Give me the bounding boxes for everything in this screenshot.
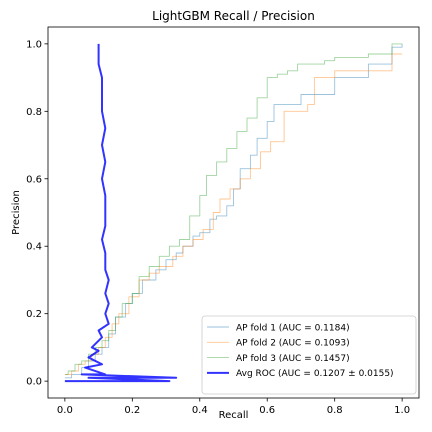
- x-tick-label: 0.0: [57, 405, 73, 416]
- x-axis-ticks: 0.0 0.2 0.4 0.6 0.8 1.0: [57, 398, 410, 416]
- legend-box: [201, 315, 417, 395]
- y-tick-label: 0.0: [26, 377, 42, 388]
- series-layer: [64, 43, 403, 383]
- y-tick-label: 0.4: [26, 242, 42, 253]
- legend-label: AP fold 1 (AUC = 0.1184): [236, 323, 350, 333]
- x-axis-title: Recall: [219, 410, 249, 421]
- y-axis-title: Precision: [11, 190, 22, 235]
- x-tick-label: 0.2: [124, 405, 140, 416]
- chart-title: LightGBM Recall / Precision: [152, 9, 315, 23]
- y-axis-ticks: 0.0 0.2 0.4 0.6 0.8 1.0: [26, 39, 48, 388]
- legend-label: Avg ROC (AUC = 0.1207 ± 0.0155): [236, 369, 394, 379]
- x-tick-label: 0.8: [327, 405, 343, 416]
- y-tick-label: 0.6: [26, 174, 42, 185]
- x-tick-label: 0.6: [259, 405, 275, 416]
- y-tick-label: 0.2: [26, 309, 42, 320]
- legend: AP fold 1 (AUC = 0.1184) AP fold 2 (AUC =…: [201, 315, 417, 395]
- series-line-4: [64, 43, 178, 383]
- x-tick-label: 1.0: [394, 405, 410, 416]
- y-tick-label: 0.8: [26, 107, 42, 118]
- legend-label: AP fold 2 (AUC = 0.1093): [236, 339, 350, 349]
- series-line-3: [64, 43, 403, 375]
- legend-label: AP fold 3 (AUC = 0.1457): [236, 354, 350, 364]
- x-tick-label: 0.4: [192, 405, 208, 416]
- series-line-1: [64, 43, 403, 379]
- y-tick-label: 1.0: [26, 39, 42, 50]
